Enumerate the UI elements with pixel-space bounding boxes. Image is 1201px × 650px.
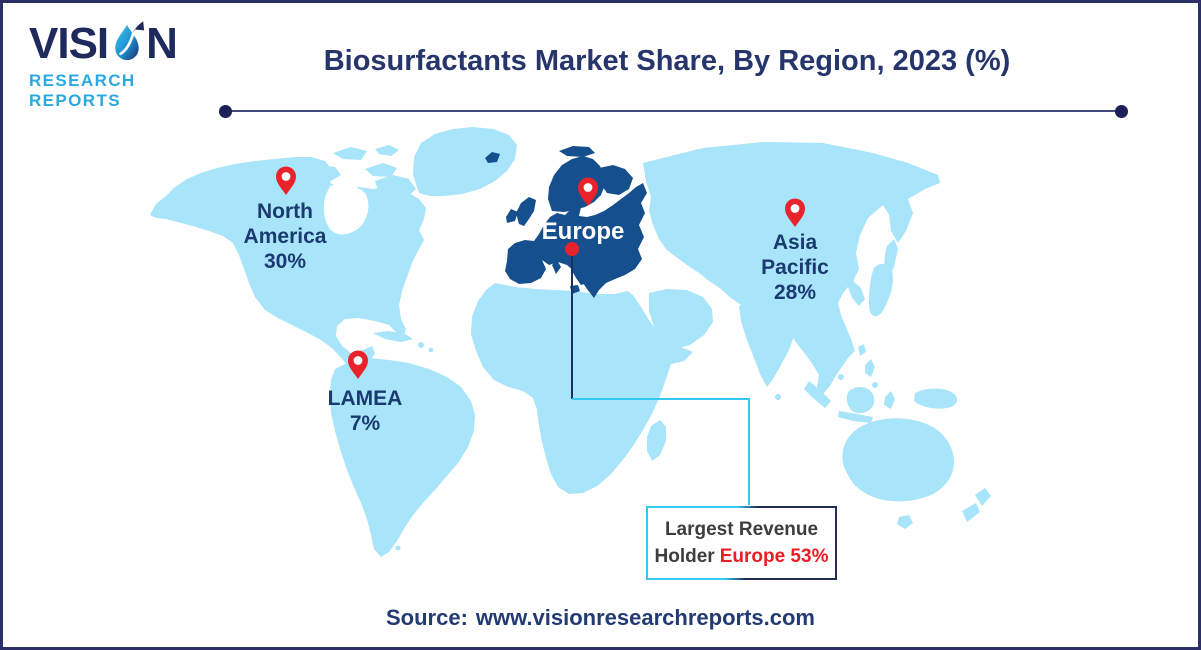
pin-lamea-icon — [348, 350, 368, 379]
continent-africa — [471, 283, 693, 494]
callout-line2: Holder Europe 53% — [648, 543, 835, 570]
region-europe-italy — [559, 245, 588, 285]
greenland — [413, 127, 517, 196]
sulawesi — [884, 391, 895, 409]
title-underline — [229, 110, 1122, 112]
label-lamea-line1: LAMEA — [327, 387, 403, 410]
logo-word-start: VISI — [29, 19, 109, 68]
pin-north-america-icon — [276, 166, 296, 195]
arctic-island-2 — [333, 147, 367, 160]
europe-marker-dot — [565, 242, 579, 256]
source-line: Source: www.visionresearchreports.com — [3, 605, 1198, 631]
label-asia-pacific-line2: Pacific — [761, 256, 829, 279]
source-url: www.visionresearchreports.com — [475, 605, 815, 630]
region-europe-finland — [599, 165, 633, 195]
pin-asia-pacific-icon — [785, 198, 805, 227]
taiwan — [858, 344, 866, 356]
region-europe-sardinia — [552, 260, 561, 274]
logo-wordmark: VISI N — [29, 21, 229, 66]
arctic-island-1 — [303, 165, 341, 182]
caribbean-island-2 — [428, 347, 434, 353]
underline-right-dot — [1115, 105, 1128, 118]
label-north-america: North America 30% — [195, 199, 375, 274]
hainan — [838, 374, 844, 380]
continent-asia — [643, 142, 940, 394]
largest-revenue-callout: Largest Revenue Holder Europe 53% — [646, 506, 837, 580]
tasmania — [897, 515, 913, 529]
vision-research-reports-logo: VISI N RESEARCH REPORTS — [29, 21, 229, 111]
falkland-island — [395, 545, 401, 551]
madagascar — [647, 420, 666, 461]
page-title: Biosurfactants Market Share, By Region, … — [323, 45, 1011, 77]
new-guinea — [914, 388, 958, 409]
arctic-island-3 — [365, 163, 397, 177]
region-europe-svalbard — [559, 146, 595, 157]
label-asia-pacific-share: 28% — [773, 281, 817, 304]
world-map — [150, 127, 991, 557]
label-europe: Europe — [541, 218, 625, 245]
region-europe-uk — [516, 197, 536, 226]
sumatra — [804, 381, 831, 408]
sri-lanka — [775, 394, 781, 400]
callout-line2-highlight: Europe 53% — [719, 546, 829, 567]
region-europe-mainland — [505, 183, 647, 298]
baffin-island — [375, 175, 416, 199]
callout-line2-prefix: Holder — [654, 546, 715, 567]
callout-line1: Largest Revenue — [664, 519, 819, 540]
callout-connector-cyan — [572, 398, 750, 505]
caribbean-island-1 — [418, 342, 424, 348]
new-zealand-south — [962, 503, 980, 522]
arabian-peninsula — [649, 289, 713, 349]
water-drop-arrow-icon — [115, 21, 145, 61]
label-asia-pacific-line1: Asia — [772, 231, 818, 254]
hudson-bay — [323, 184, 369, 235]
label-asia-pacific: Asia Pacific 28% — [705, 230, 885, 305]
source-label: Source: — [385, 605, 468, 630]
borneo — [846, 387, 875, 414]
region-europe-iceland — [485, 152, 500, 163]
philippine-island-2 — [872, 382, 878, 388]
cuba — [373, 331, 413, 342]
label-lamea-share: 7% — [349, 412, 381, 435]
label-north-america-line1: North — [257, 200, 313, 223]
continent-south-america — [330, 358, 475, 557]
australia — [842, 418, 954, 502]
new-zealand-north — [975, 488, 991, 506]
label-north-america-line2: America — [243, 225, 327, 248]
java — [838, 411, 873, 423]
label-lamea: LAMEA 7% — [275, 386, 455, 436]
logo-word-end: N — [146, 19, 178, 68]
region-europe-ireland — [506, 209, 518, 223]
label-north-america-share: 30% — [263, 250, 307, 273]
philippines — [865, 359, 875, 377]
logo-subtitle: RESEARCH REPORTS — [29, 71, 136, 110]
japan — [869, 263, 893, 317]
arctic-island-4 — [375, 145, 399, 156]
underline-left-dot — [219, 105, 232, 118]
pin-europe-icon — [578, 177, 598, 206]
india — [739, 300, 795, 387]
